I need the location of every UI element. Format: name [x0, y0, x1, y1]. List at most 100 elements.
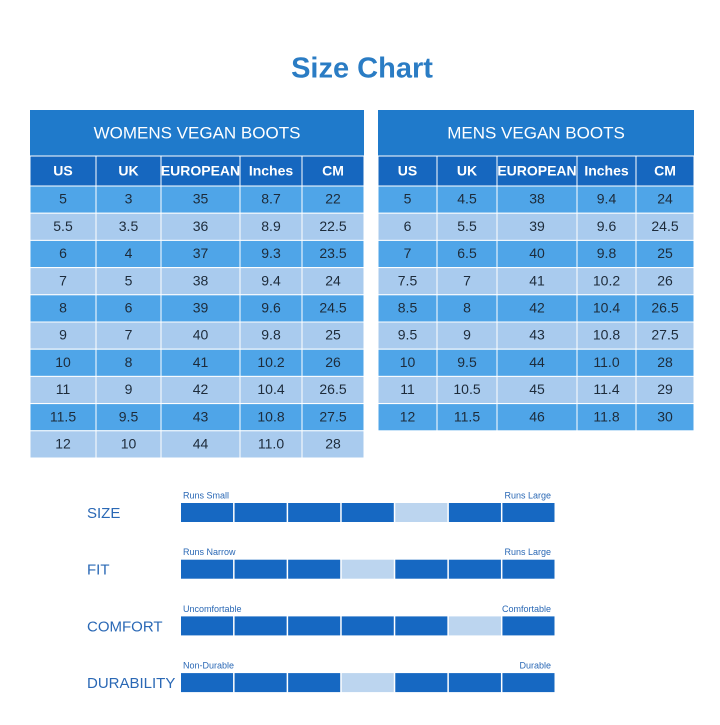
column-header: Inches: [584, 163, 629, 179]
cell: 45: [529, 381, 545, 397]
cell-bg: [635, 321, 695, 350]
cell: 8.9: [261, 218, 281, 234]
cell-bg: [239, 185, 303, 214]
cell: 42: [529, 300, 545, 316]
rating-label: SIZE: [87, 505, 120, 522]
rating-segment: [448, 673, 501, 693]
cell-bg: [576, 239, 637, 269]
cell: 24.5: [319, 300, 346, 316]
cell: 12: [55, 436, 71, 452]
cell-bg: [436, 375, 498, 405]
rating-segment: [502, 503, 555, 522]
cell: 10.4: [593, 300, 620, 316]
rating-low: Uncomfortable: [183, 604, 242, 614]
cell: 23.5: [319, 245, 346, 261]
rating-high: Durable: [519, 660, 551, 670]
column-header-bg: [635, 155, 695, 187]
column-header-bg: [160, 155, 241, 187]
cell: 11: [400, 381, 415, 397]
cell-bg: [95, 239, 162, 269]
cell: 9.3: [261, 245, 281, 261]
rating-segment: [234, 616, 287, 636]
column-header-bg: [29, 155, 97, 187]
cell: 28: [325, 436, 341, 452]
cell: 22.5: [319, 218, 346, 234]
column-header-bg: [436, 155, 498, 187]
column-header-bg: [496, 155, 578, 187]
cell: 25: [325, 327, 341, 343]
cell-bg: [160, 403, 241, 432]
cell: 44: [193, 436, 209, 452]
cell-bg: [301, 239, 365, 269]
cell: 8.5: [398, 300, 418, 316]
cell-bg: [239, 375, 303, 405]
cell: 10.4: [257, 381, 284, 397]
table-title-bg: [30, 110, 364, 156]
cell-bg: [377, 239, 438, 269]
cell: 40: [193, 327, 209, 343]
rating-segment: [288, 503, 341, 522]
rating-segment: [181, 616, 234, 636]
rating-marker: [448, 616, 501, 636]
cell: 8: [59, 300, 67, 316]
cell: 35: [193, 191, 209, 207]
rating-segment: [395, 673, 448, 693]
cell: 4.5: [457, 191, 477, 207]
cell: 7: [404, 245, 412, 261]
cell: 27.5: [651, 327, 678, 343]
cell-bg: [29, 430, 97, 459]
cell: 3: [125, 191, 133, 207]
cell: 40: [529, 245, 545, 261]
column-header: EUROPEAN: [161, 163, 240, 179]
cell-bg: [576, 375, 637, 405]
cell-bg: [377, 212, 438, 241]
rating-label: FIT: [87, 562, 110, 579]
cell: 37: [193, 245, 209, 261]
rating-segment: [181, 503, 234, 522]
cell: 10.5: [453, 381, 480, 397]
cell: 7: [125, 327, 133, 343]
cell-bg: [576, 294, 637, 323]
page-title: Size Chart: [291, 53, 433, 85]
cell-bg: [160, 348, 241, 377]
cell: 38: [193, 272, 209, 288]
cell-bg: [160, 185, 241, 214]
cell: 11.5: [50, 408, 76, 424]
rating-marker: [395, 503, 448, 522]
rating-segment: [181, 559, 234, 579]
cell-bg: [436, 185, 498, 214]
cell: 9.6: [597, 218, 617, 234]
rating-segment: [234, 673, 287, 693]
cell-bg: [29, 403, 97, 432]
cell: 10.8: [593, 327, 620, 343]
cell: 9: [463, 327, 471, 343]
column-header: EUROPEAN: [497, 163, 576, 179]
column-header: UK: [457, 163, 477, 179]
cell: 11.8: [593, 408, 619, 424]
cell-bg: [29, 239, 97, 269]
rating-segment: [341, 503, 394, 522]
cell: 10: [121, 436, 137, 452]
cell-bg: [301, 185, 365, 214]
cell: 6: [404, 218, 412, 234]
cell: 39: [193, 300, 209, 316]
rating-low: Runs Small: [183, 490, 229, 500]
cell: 7: [59, 272, 67, 288]
cell: 11.0: [593, 354, 619, 370]
column-header: CM: [654, 163, 676, 179]
rating-segment: [395, 616, 448, 636]
rating-label: DURABILITY: [87, 675, 175, 692]
table-title: MENS VEGAN BOOTS: [447, 123, 625, 142]
cell: 9.4: [597, 191, 617, 207]
cell: 8.7: [261, 191, 281, 207]
rating-high: Comfortable: [502, 604, 551, 614]
cell: 22: [325, 191, 341, 207]
cell-bg: [576, 267, 637, 296]
cell-bg: [160, 239, 241, 269]
rating-segment: [341, 616, 394, 636]
cell: 39: [529, 218, 545, 234]
cell: 5.5: [457, 218, 477, 234]
cell: 41: [529, 272, 545, 288]
cell: 6: [59, 245, 67, 261]
cell: 4: [125, 245, 133, 261]
